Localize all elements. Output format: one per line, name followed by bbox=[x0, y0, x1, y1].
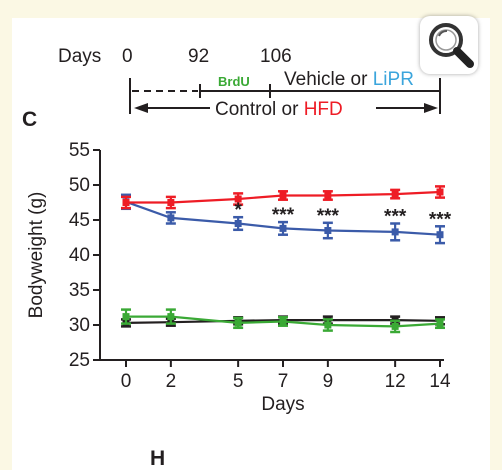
data-point bbox=[279, 224, 287, 232]
zoom-button[interactable] bbox=[420, 16, 478, 74]
data-point bbox=[391, 190, 399, 198]
diet-label: Control or HFD bbox=[215, 99, 343, 120]
y-tick-label: 25 bbox=[69, 350, 90, 371]
significance-label: *** bbox=[429, 209, 452, 230]
series-2 bbox=[121, 308, 445, 334]
figure-svg: Days 0 92 106 120 BrdU Vehicle or LiPR bbox=[22, 46, 460, 470]
magnifier-icon bbox=[429, 23, 474, 68]
panel-letter-h: H bbox=[150, 447, 165, 470]
treatment-prefix: Vehicle or bbox=[284, 69, 373, 90]
y-tick-label: 55 bbox=[69, 140, 90, 161]
significance-label: * bbox=[234, 200, 242, 221]
diet-arrow-right-head bbox=[424, 103, 438, 113]
annotation-layer: * *** *** *** *** bbox=[234, 200, 451, 230]
x-tick-label: 5 bbox=[233, 371, 244, 392]
data-point bbox=[234, 319, 242, 327]
data-point bbox=[167, 313, 175, 321]
y-tick-label: 50 bbox=[69, 175, 90, 196]
timeline-tick-92: 92 bbox=[188, 46, 209, 67]
treatment-label: Vehicle or LiPR bbox=[284, 69, 414, 90]
data-point bbox=[324, 321, 332, 329]
x-tick-label: 7 bbox=[278, 371, 289, 392]
data-point bbox=[436, 320, 444, 328]
series-0 bbox=[121, 185, 445, 210]
y-tick-label: 45 bbox=[69, 210, 90, 231]
significance-label: *** bbox=[317, 206, 340, 227]
data-point bbox=[167, 199, 175, 206]
significance-label: *** bbox=[384, 207, 407, 228]
significance-label: *** bbox=[272, 205, 295, 226]
data-point bbox=[391, 228, 399, 236]
y-tick-label: 30 bbox=[69, 315, 90, 336]
diet-highlight: HFD bbox=[304, 99, 343, 120]
y-tick-label: 35 bbox=[69, 280, 90, 301]
brdu-label: BrdU bbox=[218, 74, 250, 89]
data-point bbox=[391, 322, 399, 330]
data-point bbox=[279, 192, 287, 199]
timeline-tick-106: 106 bbox=[260, 46, 292, 67]
diet-prefix: Control or bbox=[215, 99, 304, 120]
x-axis-label: Days bbox=[261, 394, 304, 415]
x-tick-label: 2 bbox=[166, 371, 177, 392]
timeline-days-label: Days bbox=[58, 46, 101, 67]
y-axis-label: Bodyweight (g) bbox=[26, 192, 47, 319]
panel-letter-c: C bbox=[22, 108, 37, 131]
data-point bbox=[234, 195, 242, 203]
x-tick-label: 9 bbox=[323, 371, 334, 392]
data-point bbox=[234, 220, 242, 227]
diet-arrow-left-head bbox=[134, 103, 148, 113]
timeline-tick-0: 0 bbox=[122, 46, 133, 67]
x-ticks: 0 2 5 7 9 12 14 bbox=[121, 360, 451, 392]
data-point bbox=[122, 199, 130, 206]
data-point bbox=[167, 214, 175, 222]
timeline: Days 0 92 106 120 BrdU Vehicle or LiPR bbox=[58, 46, 460, 120]
x-tick-label: 14 bbox=[429, 371, 451, 392]
data-point bbox=[122, 313, 130, 321]
series-layer bbox=[121, 185, 445, 334]
treatment-highlight: LiPR bbox=[373, 69, 414, 90]
y-tick-label: 40 bbox=[69, 245, 90, 266]
data-point bbox=[279, 318, 287, 325]
data-point bbox=[436, 231, 444, 239]
y-ticks: 25 30 35 40 45 50 55 bbox=[69, 140, 100, 371]
data-point bbox=[324, 192, 332, 199]
data-point bbox=[436, 188, 444, 196]
data-point bbox=[324, 227, 332, 234]
x-tick-label: 0 bbox=[121, 371, 132, 392]
figure-card: Days 0 92 106 120 BrdU Vehicle or LiPR bbox=[12, 18, 490, 470]
x-tick-label: 12 bbox=[385, 371, 406, 392]
